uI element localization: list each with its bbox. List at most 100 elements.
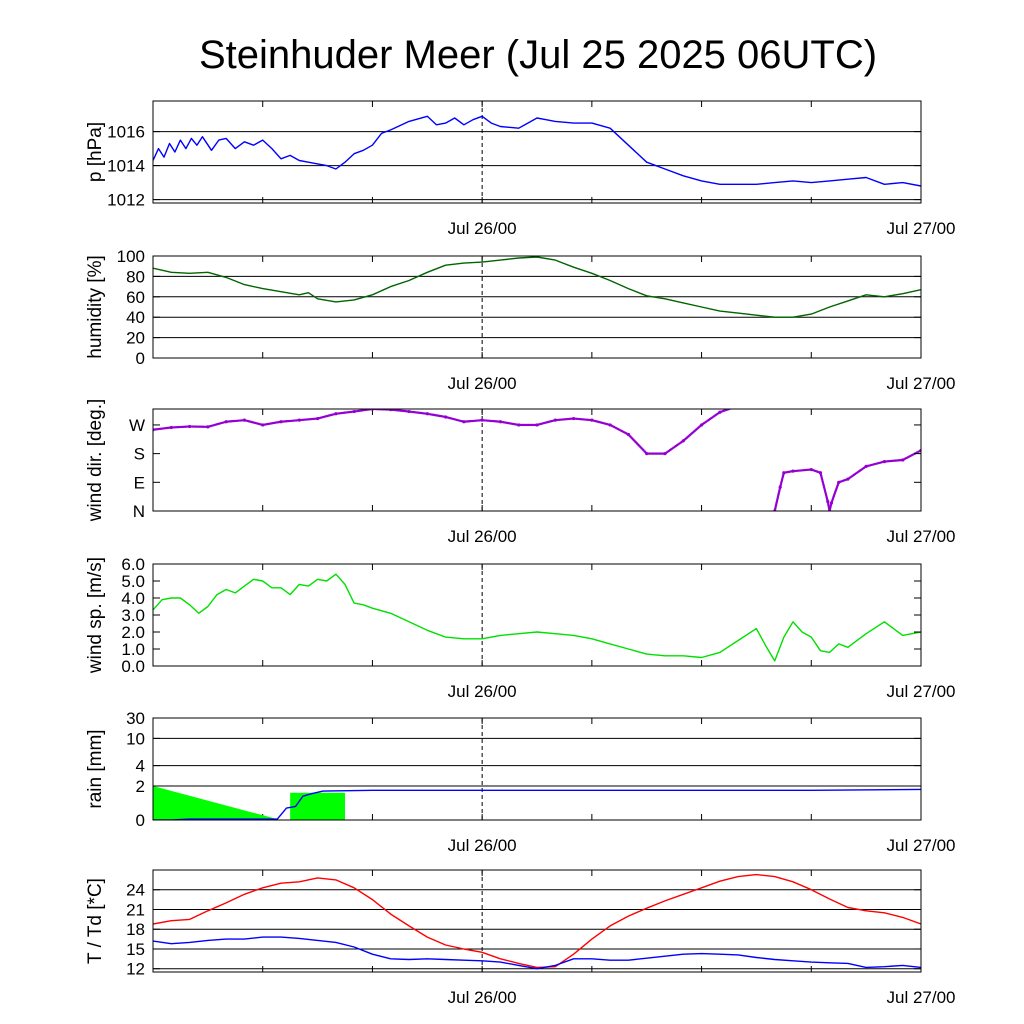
wind-speed-series xyxy=(153,573,921,662)
y-axis-label: T / Td [*C] xyxy=(85,878,106,964)
y-tick-label: 1012 xyxy=(107,191,145,210)
y-tick-label: 1.0 xyxy=(121,640,145,659)
y-tick-label: 12 xyxy=(126,960,145,979)
y-tick-label: 60 xyxy=(126,288,145,307)
y-tick-label: 10 xyxy=(126,729,145,748)
wind-dir-point xyxy=(826,395,829,398)
wind-dir-point xyxy=(825,399,827,401)
wind-dir-point xyxy=(744,402,746,404)
x-tick-label: Jul 26/00 xyxy=(448,374,517,393)
wind-dir-point xyxy=(747,401,749,403)
wind-dir-point xyxy=(754,399,756,401)
x-tick-label: Jul 27/00 xyxy=(887,682,956,701)
wind-dir-point xyxy=(780,395,782,397)
wind-dir-point xyxy=(765,397,767,399)
wind-dir-point xyxy=(743,403,745,405)
wind-dir-point xyxy=(733,406,735,408)
y-tick-label: 20 xyxy=(126,329,145,348)
y-axis-label: humidity [%] xyxy=(85,255,106,358)
x-tick-label: Jul 26/00 xyxy=(448,682,517,701)
wind-dir-point xyxy=(777,395,779,397)
wind-dir-point xyxy=(741,403,743,405)
y-tick-label: W xyxy=(129,416,145,435)
wind-dir-series xyxy=(153,395,785,456)
wind-dir-point xyxy=(826,396,828,398)
y-tick-label: 40 xyxy=(126,308,145,327)
wind-dir-point xyxy=(768,396,770,398)
wind-dir-point xyxy=(822,403,825,406)
y-tick-label: 18 xyxy=(126,920,145,939)
wind-dir-point xyxy=(771,396,773,398)
wind-dir-point xyxy=(766,396,768,398)
wind-dir-point xyxy=(775,395,777,397)
y-tick-label: 6.0 xyxy=(121,555,145,574)
wind-dir-point xyxy=(762,397,764,399)
y-tick-label: 0 xyxy=(136,811,145,830)
wind-dir-point xyxy=(734,406,736,408)
wind-dir-point xyxy=(748,401,750,403)
y-tick-label: 3.0 xyxy=(121,606,145,625)
wind-dir-point xyxy=(737,404,740,407)
y-axis-label: wind sp. [m/s] xyxy=(85,557,106,674)
panel-frame xyxy=(152,408,922,512)
wind-dir-point xyxy=(761,397,763,399)
panel-frame xyxy=(152,255,922,359)
wind-dir-point xyxy=(782,395,785,398)
y-tick-label: 0 xyxy=(136,349,145,368)
y-tick-label: 0.0 xyxy=(121,657,145,676)
wind-dir-point xyxy=(736,405,738,407)
x-tick-label: Jul 27/00 xyxy=(887,219,956,238)
wind-dir-point xyxy=(757,398,759,400)
rain-bar xyxy=(290,792,345,820)
y-tick-label: 21 xyxy=(126,900,145,919)
wind-dir-point xyxy=(745,402,747,404)
y-tick-label: S xyxy=(134,445,145,464)
y-tick-label: 4 xyxy=(136,757,145,776)
wind-dir-point xyxy=(779,395,781,397)
wind-dir-point xyxy=(824,400,826,402)
y-axis-label: wind dir. [deg.] xyxy=(85,399,106,523)
wind-dir-point xyxy=(758,398,760,400)
x-tick-label: Jul 27/00 xyxy=(887,988,956,1007)
x-tick-label: Jul 26/00 xyxy=(448,527,517,546)
y-tick-label: 15 xyxy=(126,940,145,959)
wind-dir-point xyxy=(738,404,740,406)
panel-frame xyxy=(152,563,922,667)
y-axis-label: rain [mm] xyxy=(85,729,106,808)
wind-dir-point xyxy=(773,395,776,398)
y-tick-label: 5.0 xyxy=(121,572,145,591)
x-tick-label: Jul 26/00 xyxy=(448,219,517,238)
wind-dir-point xyxy=(750,400,752,402)
pressure-series xyxy=(153,115,921,187)
y-axis-label: p [hPa] xyxy=(85,122,106,182)
x-tick-label: Jul 27/00 xyxy=(887,527,956,546)
y-tick-label: 1014 xyxy=(107,157,145,176)
panel-frame xyxy=(152,100,922,204)
panel-wind-speed: 0.01.02.03.04.05.06.0 wind sp. [m/s] Jul 2… xyxy=(85,555,956,701)
panel-frame xyxy=(152,717,922,821)
y-tick-label: 80 xyxy=(126,267,145,286)
wind-dir-point xyxy=(764,397,766,399)
x-tick-label: Jul 26/00 xyxy=(448,988,517,1007)
y-tick-label: 24 xyxy=(126,881,145,900)
wind-dir-series xyxy=(822,395,829,406)
wind-dir-point xyxy=(759,398,761,400)
wind-dir-point xyxy=(740,404,742,406)
wind-dir-series xyxy=(773,448,921,511)
x-tick-label: Jul 27/00 xyxy=(887,836,956,855)
wind-dir-point xyxy=(751,400,753,402)
wind-dir-point xyxy=(772,395,774,397)
wind-dir-point xyxy=(752,399,754,401)
y-tick-label: 30 xyxy=(126,709,145,728)
wind-dir-point xyxy=(769,396,771,398)
t-series xyxy=(153,873,921,969)
wind-dir-point xyxy=(755,398,758,401)
rain-series xyxy=(153,788,921,820)
wind-dir-point xyxy=(776,395,778,397)
rain-bar xyxy=(153,786,278,820)
x-tick-label: Jul 26/00 xyxy=(448,836,517,855)
